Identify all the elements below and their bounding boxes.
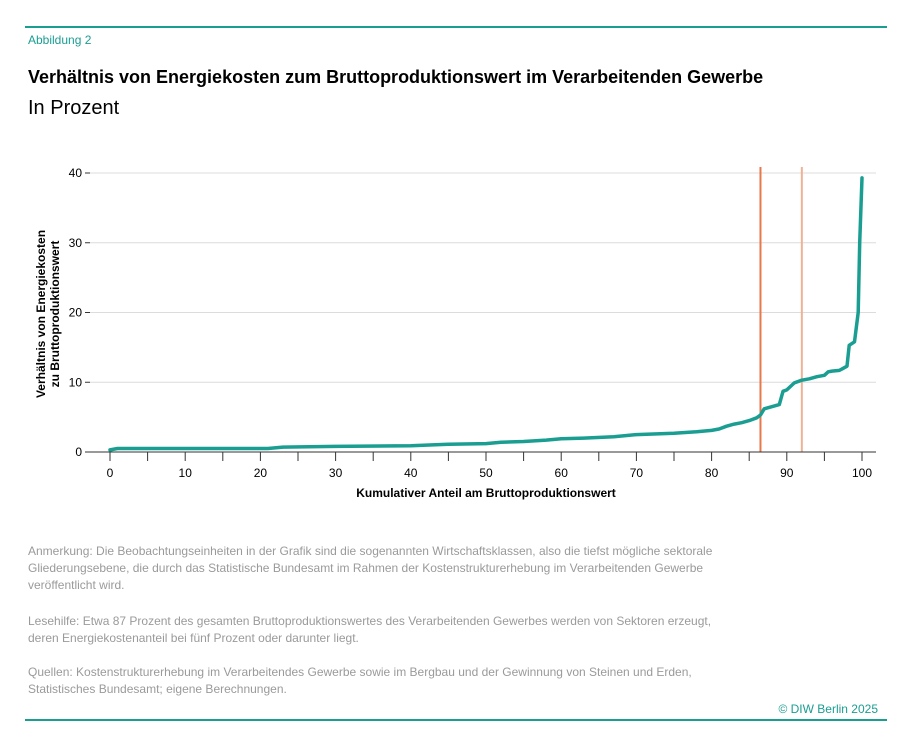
grid-lines xyxy=(90,172,876,383)
axes xyxy=(85,172,876,461)
y-tick-label: 30 xyxy=(69,236,83,250)
x-tick-label: 50 xyxy=(479,466,493,480)
y-axis-label-line: zu Bruttoproduktionswert xyxy=(48,241,62,388)
x-tick-label: 60 xyxy=(555,466,569,480)
series-group xyxy=(108,176,864,452)
x-tick-label: 0 xyxy=(107,466,114,480)
y-tick-label: 40 xyxy=(69,166,83,180)
series-line-1 xyxy=(108,176,864,452)
copyright: © DIW Berlin 2025 xyxy=(778,702,878,716)
y-tick-label: 10 xyxy=(69,375,83,389)
marker-lines xyxy=(759,167,803,452)
chart-title: Verhältnis von Energiekosten zum Bruttop… xyxy=(28,67,764,87)
x-tick-label: 40 xyxy=(404,466,418,480)
x-tick-label: 20 xyxy=(254,466,268,480)
y-axis-label-line: Verhältnis von Energiekosten xyxy=(34,230,48,398)
x-axis-label: Kumulativer Anteil am Bruttoproduktionsw… xyxy=(356,486,616,500)
note-quellen: Quellen: Kostenstrukturerhebung im Verar… xyxy=(28,665,692,696)
x-tick-label: 80 xyxy=(705,466,719,480)
y-tick-label: 0 xyxy=(75,445,82,459)
note-lesehilfe: Lesehilfe: Etwa 87 Prozent des gesamten … xyxy=(28,614,712,645)
x-tick-label: 10 xyxy=(179,466,193,480)
line-chart: 0 10 20 30 40 0 10 20 30 40 50 60 70 80 90 100 Kumulativ… xyxy=(34,166,876,500)
x-tick-label: 100 xyxy=(852,466,872,480)
figure-label: Abbildung 2 xyxy=(28,33,92,47)
note-anmerkung: Anmerkung: Die Beobachtungseinheiten in … xyxy=(28,544,713,592)
y-tick-label: 20 xyxy=(69,306,83,320)
x-tick-label: 70 xyxy=(630,466,644,480)
x-tick-label: 90 xyxy=(780,466,794,480)
chart-subtitle: In Prozent xyxy=(28,97,120,119)
x-tick-label: 30 xyxy=(329,466,343,480)
top-rule xyxy=(25,26,887,28)
axis-labels: 0 10 20 30 40 0 10 20 30 40 50 60 70 80 90 100 Kumulativ… xyxy=(34,166,872,500)
y-axis-label: Verhältnis von Energiekostenzu Bruttopro… xyxy=(34,230,62,398)
bottom-rule xyxy=(25,719,887,721)
